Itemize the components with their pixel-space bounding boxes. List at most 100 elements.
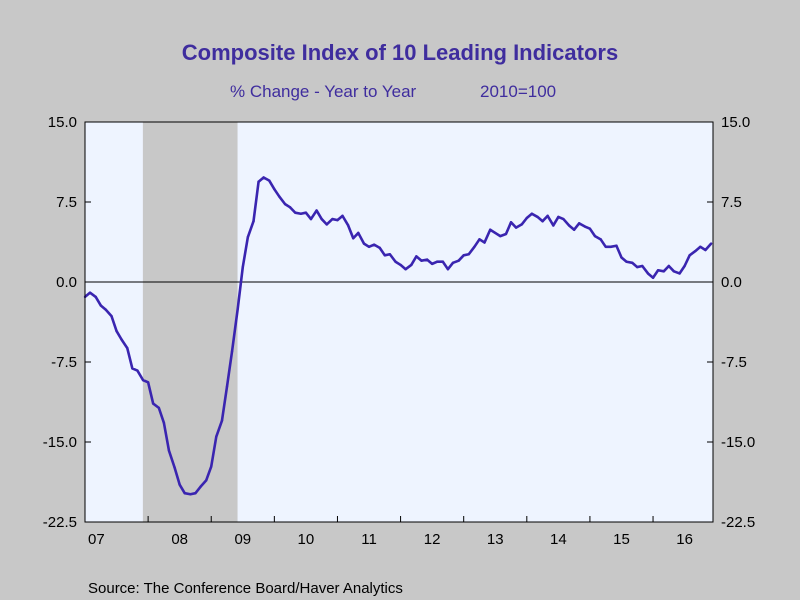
data-point (151, 402, 155, 405)
data-point (146, 381, 150, 384)
data-point (273, 188, 276, 191)
recession-band (142, 122, 238, 522)
data-point (183, 492, 186, 495)
data-point (220, 419, 224, 422)
data-point (494, 231, 497, 235)
data-point (236, 307, 239, 310)
data-point (599, 238, 602, 241)
data-point (352, 237, 355, 240)
plot-frame (84, 121, 714, 523)
data-point (367, 245, 371, 248)
x-tick-label: 12 (424, 531, 441, 548)
data-point (588, 227, 592, 230)
data-point (699, 245, 702, 248)
data-point (541, 220, 544, 223)
data-point (672, 270, 676, 273)
x-tick-label: 16 (676, 531, 693, 548)
data-point (709, 242, 713, 245)
data-point (336, 218, 339, 222)
data-point (467, 253, 470, 256)
y-tick-label-right: 7.5 (721, 194, 742, 211)
data-point (688, 254, 691, 257)
data-point (210, 465, 213, 468)
data-point (325, 223, 328, 226)
data-point (577, 222, 581, 225)
data-point (194, 492, 197, 495)
data-point (514, 226, 518, 229)
data-point (420, 259, 423, 262)
data-point (346, 224, 350, 227)
data-point (462, 254, 465, 257)
data-point (499, 234, 502, 238)
data-point (278, 195, 281, 198)
data-point (435, 260, 439, 263)
data-point (489, 228, 492, 231)
point-layer (83, 176, 713, 496)
data-point (268, 179, 271, 182)
data-point (178, 483, 181, 486)
y-tick-label-left: -7.5 (51, 354, 77, 371)
data-point (641, 264, 644, 268)
data-point (230, 350, 234, 353)
data-point (204, 479, 208, 482)
data-point (625, 260, 628, 263)
data-point (252, 220, 255, 223)
data-point (331, 217, 334, 221)
data-point (415, 255, 418, 258)
data-point (404, 268, 407, 271)
source-note: Source: The Conference Board/Haver Analy… (88, 580, 403, 597)
chart-subtitle: % Change - Year to Year (230, 82, 417, 101)
data-point (509, 221, 513, 224)
x-tick-label: 13 (487, 531, 504, 548)
y-tick-label-right: -15.0 (721, 434, 755, 451)
data-point (162, 421, 166, 424)
data-point (656, 269, 660, 272)
data-point (199, 485, 202, 488)
y-tick-label-right: 15.0 (721, 114, 750, 131)
data-point (546, 214, 549, 218)
data-point (646, 272, 650, 275)
data-point (620, 256, 623, 259)
data-point (583, 225, 587, 228)
data-point (667, 264, 671, 268)
data-point (572, 228, 576, 231)
data-point (410, 263, 413, 267)
data-point (678, 272, 681, 275)
data-point (441, 260, 445, 263)
data-point (372, 243, 376, 246)
data-point (394, 260, 397, 263)
data-point (157, 406, 161, 410)
data-point (189, 493, 192, 496)
data-point (483, 241, 486, 244)
x-tick-label: 11 (361, 531, 377, 548)
y-tick-label-left: -15.0 (43, 434, 77, 451)
data-point (88, 291, 92, 294)
data-point (173, 466, 176, 469)
data-point (562, 217, 565, 221)
data-point (430, 262, 434, 266)
data-point (136, 369, 139, 372)
data-point (131, 367, 134, 370)
data-point (636, 265, 639, 269)
data-point (115, 329, 118, 333)
data-point (446, 268, 450, 271)
data-point (651, 276, 655, 279)
data-point (567, 224, 571, 227)
y-tick-label-right: 0.0 (721, 274, 742, 291)
data-point (615, 244, 618, 247)
data-point (241, 265, 244, 269)
data-point (225, 385, 229, 388)
data-point (530, 212, 534, 215)
data-point (141, 378, 145, 382)
data-point (262, 176, 265, 179)
x-tick-label: 09 (234, 531, 251, 548)
data-point (341, 214, 344, 218)
data-point (94, 295, 97, 299)
data-point (120, 338, 123, 341)
data-point (110, 314, 113, 318)
data-point (320, 217, 323, 221)
data-point (525, 216, 529, 220)
y-tick-label-left: 15.0 (48, 114, 77, 131)
data-point (126, 346, 129, 350)
